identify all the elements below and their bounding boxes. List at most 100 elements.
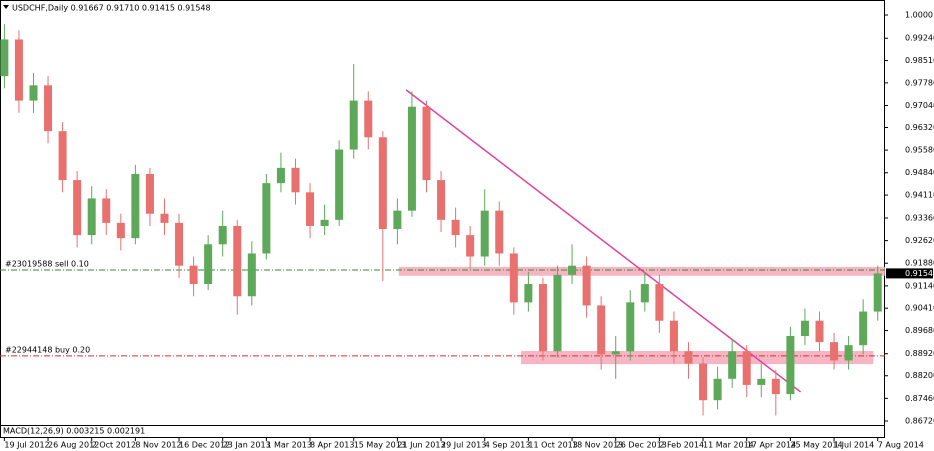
price-tag (886, 268, 933, 279)
candle-body (626, 302, 635, 352)
candle-body (378, 137, 387, 230)
candle-body (800, 320, 809, 337)
x-tick-label: 8 Nov 2012 (135, 441, 181, 450)
candle-body (451, 219, 460, 236)
candle-body (728, 351, 737, 379)
candle-body (189, 265, 198, 285)
x-tick-label: 8 Apr 2013 (310, 441, 354, 450)
candle-body (684, 351, 693, 364)
chart-title: USDCHF,Daily 0.91667 0.91710 0.91415 0.9… (12, 4, 211, 13)
candle-body (480, 210, 489, 257)
candle-body (116, 222, 125, 239)
candle-body (873, 273, 882, 312)
price-zone (521, 350, 874, 365)
x-tick-label: 18 Nov 2013 (572, 441, 623, 450)
trendline (405, 89, 802, 393)
candle-body (568, 265, 577, 275)
x-tick-label: 21 Jun 2013 (397, 441, 445, 450)
candle-body (786, 336, 795, 395)
candle-body (742, 351, 751, 385)
x-tick-label: 15 May 2013 (354, 441, 406, 450)
candle-body (844, 345, 853, 361)
order-label: #22944148 buy 0.20 (5, 345, 90, 354)
x-tick-label: 23 Jan 2013 (223, 441, 271, 450)
candle-body (14, 39, 23, 101)
candle-body (509, 253, 518, 303)
candle-body (175, 222, 184, 266)
candle-body (0, 39, 9, 77)
candle-body (58, 131, 67, 181)
candle-body (276, 167, 285, 184)
candle-body (611, 351, 620, 355)
candle-body (306, 192, 315, 226)
x-tick-label: 19 Jul 2012 (4, 441, 49, 450)
candle-body (29, 85, 38, 101)
candle-body (466, 235, 475, 257)
order-label: #23019588 sell 0.10 (5, 259, 89, 268)
candle-body (771, 378, 780, 395)
candle-body (757, 378, 766, 385)
x-tick-label: 1 Jul 2014 (834, 441, 874, 450)
x-tick-label: 1 Mar 2013 (266, 441, 312, 450)
candle-body (44, 85, 53, 132)
x-tick-label: 16 Dec 2012 (179, 441, 230, 450)
candle-body (524, 284, 533, 303)
candle-body (335, 149, 344, 220)
candle-body (437, 180, 446, 220)
candle-body (218, 225, 227, 245)
x-tick-label: 2 Oct 2012 (92, 441, 136, 450)
candle-body (495, 210, 504, 254)
candle-body (349, 100, 358, 150)
candle-body (407, 106, 416, 211)
candle-body (73, 180, 82, 236)
candle-body (262, 183, 271, 254)
candle-body (247, 253, 256, 297)
candle-body (815, 320, 824, 343)
candle-body (538, 284, 547, 352)
price-tag-label: 0.91548 (905, 269, 934, 278)
x-tick-label: 29 Jul 2013 (441, 441, 486, 450)
x-tick-label: 7 Aug 2014 (878, 441, 924, 450)
candle-body (204, 244, 213, 285)
candle-body (320, 219, 329, 226)
candle-body (145, 173, 154, 214)
candle-body (597, 305, 606, 355)
candle-body (102, 198, 111, 223)
x-tick-label: 26 Aug 2012 (48, 441, 99, 450)
y-tick-label: 1.0000 (905, 10, 933, 19)
plot-frame (0, 0, 885, 438)
candle-body (713, 378, 722, 401)
candle-body (160, 213, 169, 223)
candle-body (233, 225, 242, 297)
y-tick-label: 0.86720 (905, 416, 934, 425)
x-tick-label: 11 Oct 2013 (528, 441, 577, 450)
x-tick-label: 11 Mar 2014 (703, 441, 754, 450)
candle-body (830, 342, 839, 361)
x-tick-label: 2 Feb 2014 (659, 441, 704, 450)
candle-body (859, 311, 868, 346)
candle-body (655, 284, 664, 321)
candle-body (582, 265, 591, 306)
x-tick-label: 17 Apr 2014 (747, 441, 796, 450)
candle-body (131, 173, 140, 239)
menu-arrow (3, 5, 9, 9)
candle-body (393, 210, 402, 230)
indicator-label: MACD(12,26,9) 0.003215 0.002191 (3, 427, 145, 436)
x-tick-label: 25 May 2014 (790, 441, 842, 450)
